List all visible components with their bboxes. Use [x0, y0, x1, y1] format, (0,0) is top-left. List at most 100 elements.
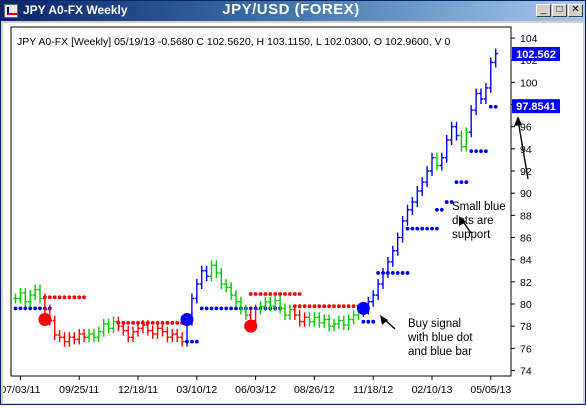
- stop-dot-8-79: [400, 271, 405, 275]
- price-bar-11: [67, 332, 72, 347]
- price-bar-94: [473, 88, 479, 116]
- stop-dot-4-48: [248, 306, 253, 311]
- stop-dot-11-89: [449, 200, 454, 204]
- price-bar-16: [91, 328, 97, 343]
- x-tick-label-5: 08/26/12: [294, 384, 335, 396]
- stop-dot-8-77: [390, 271, 395, 275]
- support-note-line3: support: [452, 229, 491, 241]
- price-bar-52: [268, 296, 273, 312]
- stop-dot-14-97: [488, 104, 493, 109]
- price-bar-18: [101, 318, 106, 337]
- stop-dot-6-62: [317, 304, 322, 309]
- price-bar-28: [150, 325, 155, 339]
- price-bar-64: [326, 314, 332, 332]
- price-bar-47: [243, 304, 248, 321]
- title-bar[interactable]: JPY A0-FX Weekly JPY/USD (FOREX) _ □ ✕: [1, 1, 585, 21]
- stop-dot-6-66: [337, 304, 341, 309]
- price-bar-13: [77, 328, 82, 345]
- minimize-button[interactable]: _: [536, 4, 551, 17]
- stop-dot-6-58: [297, 304, 302, 309]
- stop-dot-5-50: [258, 292, 263, 296]
- price-bar-46: [238, 296, 244, 315]
- price-tag-last-label: 102.562: [516, 49, 556, 61]
- stop-dot-5-51: [263, 292, 268, 296]
- price-bar-0: [13, 293, 18, 304]
- signal-blue-1: [180, 312, 194, 326]
- stop-dot-9-86: [435, 226, 439, 231]
- price-bar-22: [121, 321, 126, 336]
- price-bar-54: [277, 295, 283, 314]
- price-bar-96: [483, 82, 489, 105]
- x-tick-label-3: 03/10/12: [176, 384, 217, 396]
- annotation-arrows: [380, 116, 529, 330]
- price-bar-58: [297, 310, 302, 327]
- price-bar-85: [429, 152, 435, 177]
- price-bar-2: [23, 287, 28, 307]
- price-bar-34: [179, 332, 185, 347]
- price-bar-63: [322, 314, 327, 328]
- stop-dot-1-9: [57, 295, 62, 300]
- stop-dot-6-65: [332, 304, 336, 309]
- price-bar-82: [415, 185, 420, 208]
- chart-title: JPY/USD (FOREX): [222, 1, 360, 18]
- price-bar-83: [420, 177, 425, 196]
- price-bar-29: [155, 323, 160, 339]
- signal-red-0: [38, 312, 52, 326]
- maximize-button[interactable]: □: [552, 4, 567, 17]
- signal-blue-3: [356, 301, 370, 315]
- price-bar-91: [459, 130, 464, 152]
- y-axis: 74767880828486889092949698100102104: [511, 33, 538, 377]
- price-bar-87: [439, 152, 444, 171]
- price-bar-21: [116, 316, 121, 332]
- price-bar-8: [52, 315, 57, 340]
- stop-dot-13-93: [469, 149, 474, 153]
- stop-dot-2-31: [165, 320, 170, 325]
- y-tick-label-92: 92: [520, 166, 532, 178]
- x-axis: 07/03/11 09/25/11 12/18/11 03/10/12 06/03/12…: [0, 376, 511, 396]
- price-bar-77: [390, 245, 395, 267]
- price-bar-95: [478, 88, 484, 105]
- stop-dot-6-60: [307, 304, 312, 309]
- price-bar-24: [130, 326, 136, 343]
- y-tick-label-84: 84: [520, 255, 532, 267]
- y-tick-label-90: 90: [520, 188, 532, 200]
- price-chart: JPY A0-FX [Weekly] 05/19/13 -0.5680 C 10…: [0, 26, 560, 396]
- price-tag-support-bg: [512, 99, 560, 114]
- stop-dot-8-80: [405, 271, 410, 275]
- stop-dot-5-57: [292, 292, 297, 296]
- chart-area: JPY A0-FX [Weekly] 05/19/13 -0.5680 C 10…: [0, 23, 583, 403]
- stop-dot-13-95: [479, 149, 483, 153]
- price-bar-31: [165, 326, 170, 343]
- stop-dot-5-48: [248, 292, 253, 296]
- close-button[interactable]: ✕: [568, 4, 583, 17]
- stop-dot-4-38: [199, 306, 204, 311]
- stop-dot-5-58: [297, 292, 302, 296]
- price-bar-68: [346, 314, 351, 331]
- x-tick-label-8: 05/05/13: [470, 384, 511, 396]
- price-bar-53: [273, 295, 278, 312]
- stop-dot-8-78: [395, 271, 400, 275]
- price-bar-19: [106, 318, 111, 334]
- stop-dot-4-45: [234, 306, 238, 311]
- stop-dot-1-12: [72, 295, 77, 300]
- stop-dot-2-24: [131, 320, 136, 325]
- stop-dot-5-55: [283, 292, 287, 296]
- price-bar-12: [72, 332, 77, 345]
- price-bar-75: [380, 267, 386, 290]
- chart-app-icon: [4, 4, 18, 18]
- support-note-line2: dots are: [452, 215, 494, 227]
- stop-dot-2-25: [136, 320, 140, 325]
- stop-dot-7-71: [361, 319, 366, 324]
- stop-dot-1-10: [62, 295, 67, 300]
- y-tick-label-80: 80: [520, 299, 532, 311]
- stop-dot-13-94: [474, 149, 478, 153]
- price-bar-73: [371, 290, 376, 307]
- price-bar-1: [18, 287, 23, 304]
- stop-dot-0-1: [18, 306, 23, 311]
- stop-dot-9-84: [425, 226, 429, 231]
- price-bar-6: [42, 293, 48, 315]
- price-bar-89: [449, 121, 454, 145]
- x-tick-label-0: 07/03/11: [3, 384, 41, 396]
- price-bar-66: [336, 315, 342, 329]
